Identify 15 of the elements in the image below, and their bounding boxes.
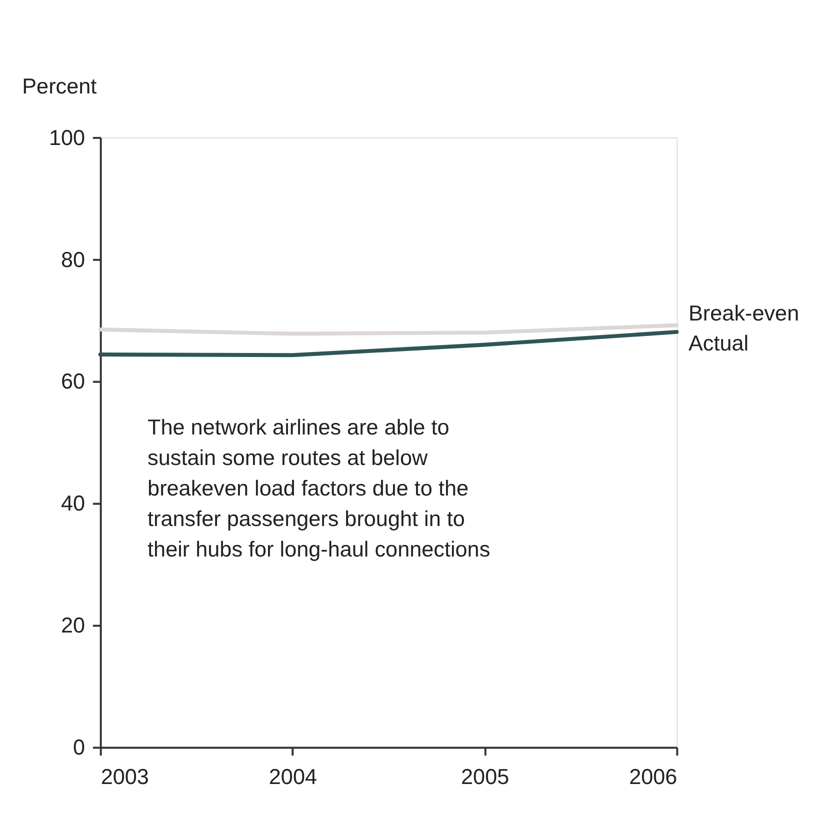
- series-label: Break-even: [688, 300, 800, 326]
- line-series: [98, 330, 679, 358]
- x-tick-label: 2003: [100, 764, 149, 790]
- y-axis-title: Percent: [22, 74, 97, 99]
- x-tick-label: 2004: [268, 764, 317, 790]
- y-tick-label: 80: [61, 246, 86, 272]
- annotation: The network airlines are able to sustain some routes at below breakeven load factors due to the transfer passengers brought in to their hubs for long-haul connections: [148, 414, 490, 562]
- y-tick-label: 60: [61, 368, 86, 394]
- y-tick-label: 40: [61, 490, 86, 516]
- x-tick-label: 2006: [629, 764, 678, 790]
- y-tick-label: 20: [61, 612, 86, 638]
- y-tick-label: 0: [73, 734, 86, 760]
- x-tick-label: 2005: [461, 764, 510, 790]
- y-tick-label: 100: [48, 124, 86, 150]
- series-label: Actual: [688, 330, 749, 356]
